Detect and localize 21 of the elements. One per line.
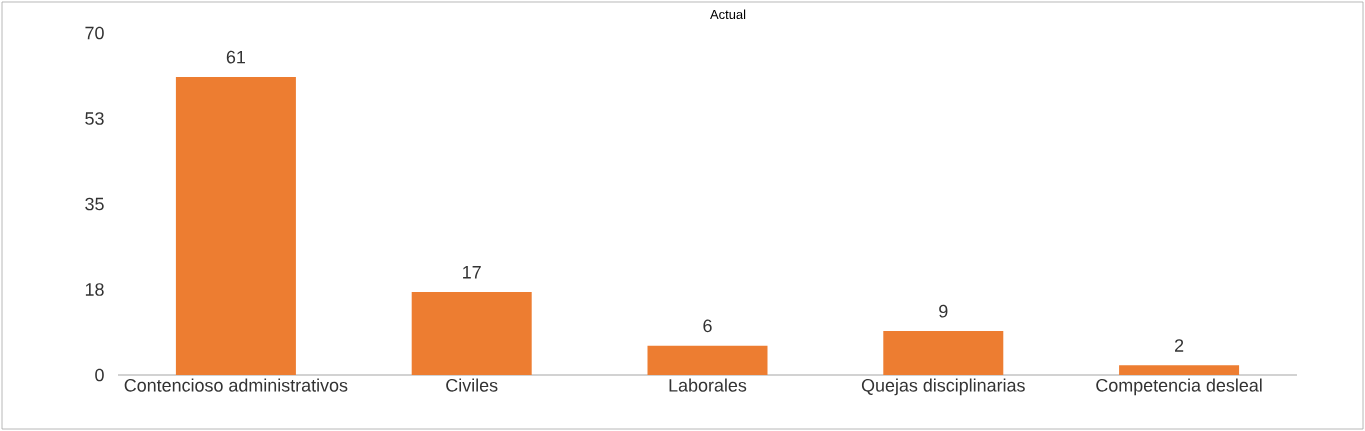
y-tick-label: 0: [95, 368, 104, 382]
x-tick-label: Contencioso administrativos: [124, 378, 348, 392]
y-tick-label: 70: [85, 26, 104, 40]
x-tick-label: Civiles: [446, 378, 498, 392]
bar: [1119, 365, 1240, 375]
bar: [175, 76, 296, 375]
x-tick-label: Quejas disciplinarias: [861, 378, 1025, 396]
data-label: 2: [1175, 339, 1184, 352]
x-tick-label: Laborales: [669, 378, 747, 392]
x-tick-label: Competencia desleal: [1096, 378, 1262, 396]
data-label: 9: [939, 304, 948, 318]
y-tick-label: 35: [85, 197, 104, 211]
bar: [883, 331, 1004, 375]
y-tick-label: 53: [85, 112, 104, 125]
data-label: 61: [226, 50, 245, 64]
data-label: 17: [463, 266, 481, 279]
bar: [647, 345, 768, 375]
bar: [411, 291, 532, 375]
chart-title: Actual: [710, 9, 746, 20]
data-label: 6: [703, 319, 712, 333]
y-tick-label: 18: [85, 283, 104, 296]
